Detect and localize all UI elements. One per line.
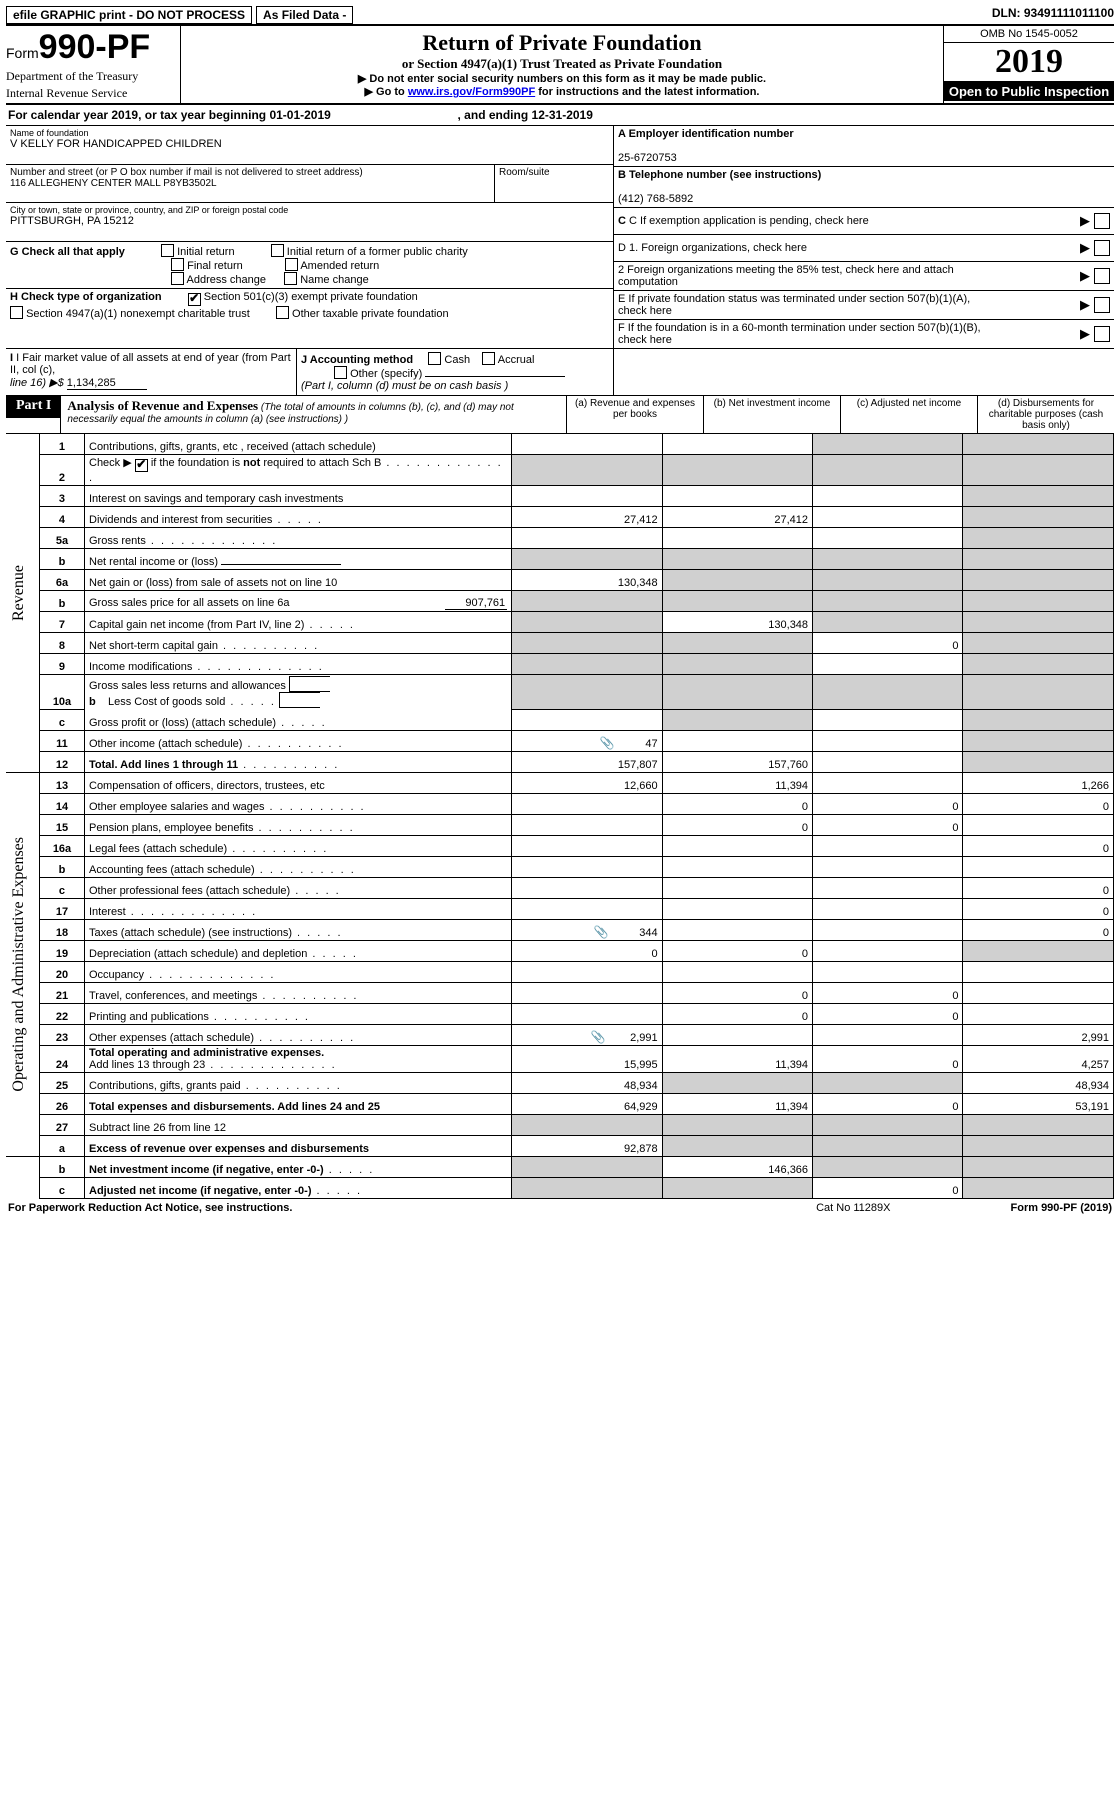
open-to-public: Open to Public Inspection [944,82,1114,101]
part1-title: Analysis of Revenue and Expenses (The to… [61,396,567,433]
c-check[interactable] [1094,213,1110,229]
initial-former-check[interactable] [271,244,284,257]
dept-irs: Internal Revenue Service [6,86,176,101]
dept-treasury: Department of the Treasury [6,69,176,84]
header-right: OMB No 1545-0052 2019 Open to Public Ins… [943,26,1114,103]
d1-check[interactable] [1094,240,1110,256]
final-return-check[interactable] [171,258,184,271]
form-title: Return of Private Foundation [181,30,943,56]
note-ssn: ▶ Do not enter social security numbers o… [181,72,943,85]
address-cell: Number and street (or P O box number if … [6,165,495,202]
col-b-hdr: (b) Net investment income [704,396,841,433]
schb-check[interactable] [135,459,148,472]
col-a-hdr: (a) Revenue and expenses per books [567,396,704,433]
j-accounting: J Accounting method Cash Accrual Other (… [297,349,614,395]
asfiled-label: As Filed Data - [256,6,353,24]
h-check-row: H Check type of organization Section 501… [6,289,613,322]
revenue-label: Revenue [10,565,28,621]
col-d-hdr: (d) Disbursements for charitable purpose… [978,396,1114,433]
initial-return-check[interactable] [161,244,174,257]
other-acct-check[interactable] [334,366,347,379]
d1-row: D 1. Foreign organizations, check here ▶ [614,235,1114,262]
part1-table: Revenue 1 Contributions, gifts, grants, … [6,434,1114,1199]
cat-no: Cat No 11289X [816,1202,890,1214]
c-row: C C If exemption application is pending,… [614,208,1114,235]
col-c-hdr: (c) Adjusted net income [841,396,978,433]
name-change-check[interactable] [284,272,297,285]
dln: DLN: 93491111011100 [992,6,1114,24]
form-subtitle: or Section 4947(a)(1) Trust Treated as P… [181,56,943,72]
attach-icon[interactable]: 📎 [600,736,615,750]
foundation-name-cell: Name of foundation V KELLY FOR HANDICAPP… [6,126,613,165]
page-footer: For Paperwork Reduction Act Notice, see … [6,1199,1114,1217]
ein-row: A Employer identification number 25-6720… [614,126,1114,167]
address-change-check[interactable] [171,272,184,285]
city-cell: City or town, state or province, country… [6,203,613,242]
paperwork-notice: For Paperwork Reduction Act Notice, see … [8,1202,292,1214]
form-prefix: Form [6,45,39,61]
identity-block: Name of foundation V KELLY FOR HANDICAPP… [6,126,1114,349]
room-cell: Room/suite [495,165,613,202]
phone-row: B Telephone number (see instructions) (4… [614,167,1114,208]
cash-check[interactable] [428,352,441,365]
attach-icon[interactable]: 📎 [594,925,609,939]
calendar-year-row: For calendar year 2019, or tax year begi… [6,105,1114,126]
d2-row: 2 Foreign organizations meeting the 85% … [614,262,1114,291]
attach-icon[interactable]: 📎 [591,1030,606,1044]
form-ref: Form 990-PF (2019) [1011,1202,1113,1214]
501c3-check[interactable] [188,293,201,306]
row-2: Check ▶ if the foundation is not require… [85,455,512,486]
f-check[interactable] [1094,326,1110,342]
other-taxable-check[interactable] [276,306,289,319]
4947-check[interactable] [10,306,23,319]
accrual-check[interactable] [482,352,495,365]
part-tag: Part I [6,396,61,418]
d2-check[interactable] [1094,268,1110,284]
amended-return-check[interactable] [285,258,298,271]
f-row: F If the foundation is in a 60-month ter… [614,320,1114,348]
expenses-label: Operating and Administrative Expenses [10,837,28,1092]
e-row: E If private foundation status was termi… [614,291,1114,320]
tax-year: 2019 [944,43,1114,82]
omb-number: OMB No 1545-0052 [944,26,1114,43]
part1-header: Part I Analysis of Revenue and Expenses … [6,396,1114,434]
e-check[interactable] [1094,297,1110,313]
i-fmv: I I Fair market value of all assets at e… [6,349,297,395]
efile-label: efile GRAPHIC print - DO NOT PROCESS [6,6,252,24]
form-number: 990-PF [39,28,151,66]
header-left: Form990-PF Department of the Treasury In… [6,26,181,103]
top-bar: efile GRAPHIC print - DO NOT PROCESS As … [6,6,1114,26]
form-header: Form990-PF Department of the Treasury In… [6,26,1114,105]
header-mid: Return of Private Foundation or Section … [181,26,943,103]
note-link: ▶ Go to www.irs.gov/Form990PF for instru… [181,85,943,98]
irs-link[interactable]: www.irs.gov/Form990PF [408,86,535,98]
i-j-row: I I Fair market value of all assets at e… [6,349,1114,396]
g-check-row: G Check all that apply Initial return In… [6,242,613,289]
